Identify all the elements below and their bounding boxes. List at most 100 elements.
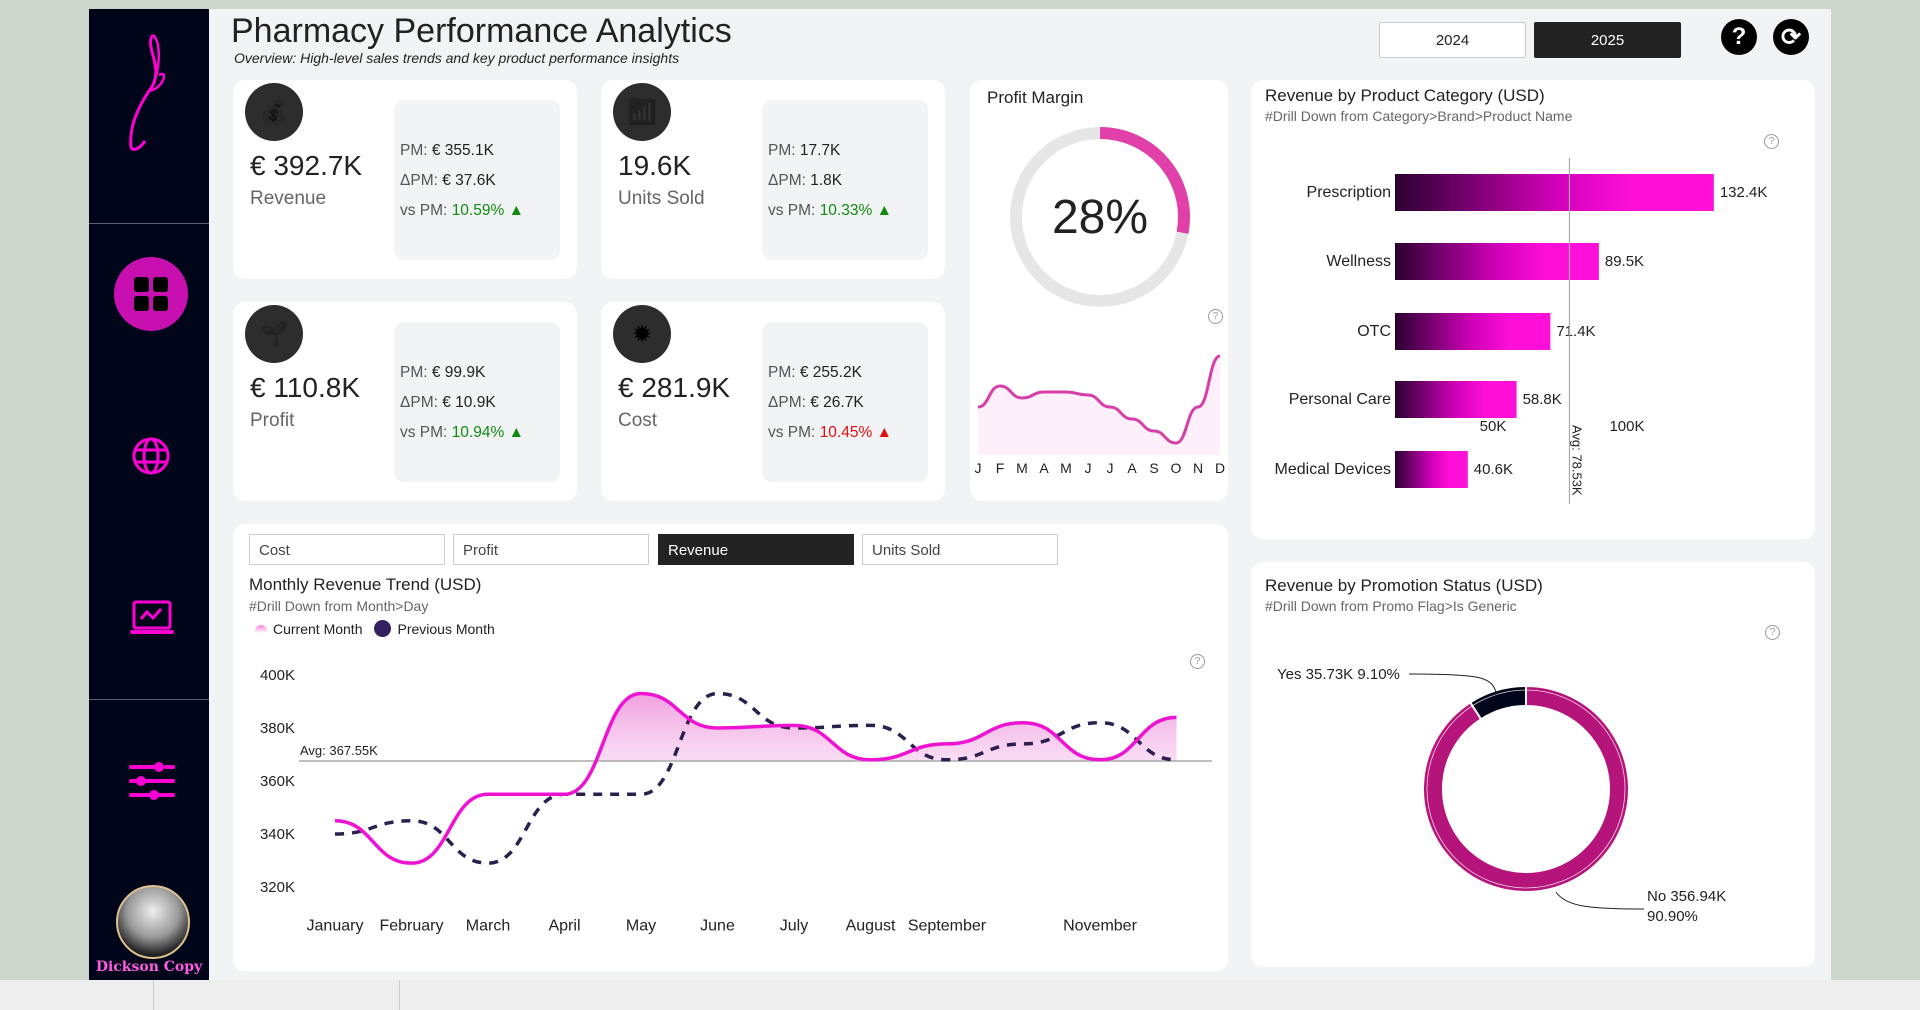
user-name: Dickson Copy	[95, 959, 203, 975]
slice-label-no: No 356.94K	[1647, 888, 1726, 905]
category-label: Wellness	[1326, 253, 1391, 270]
question-icon[interactable]: ?	[1721, 19, 1757, 55]
sparkline-line	[977, 354, 1221, 445]
current-month-line[interactable]	[334, 691, 1177, 865]
month-tick: A	[1039, 460, 1049, 476]
kpi-card-profit: 🌱 € 110.8K Profit PM: € 99.9K ΔPM: € 10.…	[233, 302, 577, 501]
month-tick: F	[996, 460, 1005, 476]
kpi-label: Units Sold	[618, 188, 705, 209]
current-month-area	[335, 693, 1177, 761]
x-tick-label: May	[626, 918, 656, 935]
sidebar-item-analytics[interactable]	[129, 599, 175, 644]
kpi-delta-pm: ΔPM: € 37.6K	[400, 172, 496, 189]
kpi-vs-pm: vs PM: 10.45% ▲	[768, 424, 892, 441]
category-label: Prescription	[1307, 184, 1391, 201]
year-2025-button[interactable]: 2025	[1534, 22, 1681, 58]
x-tick-label: September	[908, 918, 987, 935]
monitor-chart-icon	[130, 600, 174, 634]
y-tick-label: 400K	[260, 667, 295, 684]
sidebar-item-filters[interactable]	[129, 761, 175, 806]
avatar[interactable]	[116, 885, 190, 959]
bar[interactable]	[1395, 451, 1468, 488]
leader-line	[1408, 673, 1497, 693]
monthly-trend-chart: 400K 380K 360K 340K 320K January February March…	[260, 667, 1212, 935]
tab-revenue[interactable]: Revenue	[658, 534, 854, 565]
kpi-vs-pm: vs PM: 10.33% ▲	[768, 202, 892, 219]
money-plant-icon: 🌱	[245, 305, 303, 363]
month-tick: S	[1149, 460, 1158, 476]
x-tick-label: July	[780, 918, 808, 935]
tab-units-sold[interactable]: Units Sold	[862, 534, 1058, 565]
help-icon[interactable]: ?	[1765, 625, 1780, 640]
kpi-value: € 110.8K	[250, 372, 361, 403]
x-tick-label: August	[846, 918, 896, 935]
help-icon[interactable]: ?	[1208, 309, 1223, 324]
bar[interactable]	[1395, 243, 1599, 280]
month-tick: N	[1193, 460, 1203, 476]
month-tick: J	[975, 460, 982, 476]
donut-slice-yes[interactable]	[1468, 684, 1527, 721]
leader-line	[1555, 891, 1645, 910]
slice-label-no-percent: 90.90%	[1647, 908, 1698, 925]
kpi-value: 19.6K	[618, 150, 692, 181]
kpi-value: € 281.9K	[618, 372, 731, 403]
globe-icon	[132, 437, 170, 475]
gauge-fill	[1099, 127, 1190, 234]
y-tick-label: 380K	[260, 720, 295, 737]
kpi-delta-pm: ΔPM: € 26.7K	[768, 394, 864, 411]
chart-title: Monthly Revenue Trend (USD)	[249, 575, 482, 594]
donut-slice-no[interactable]	[1422, 684, 1630, 893]
legend-previous[interactable]: Previous Month	[397, 620, 495, 637]
bar[interactable]	[1395, 381, 1517, 418]
kpi-vs-pm: vs PM: 10.94% ▲	[400, 424, 524, 441]
chart-subtitle: #Drill Down from Month>Day	[249, 598, 429, 614]
kpi-pm: PM: € 255.2K	[768, 364, 862, 381]
x-tick-label: March	[466, 918, 510, 935]
month-tick: A	[1127, 460, 1137, 476]
bar[interactable]	[1395, 313, 1551, 350]
help-icon[interactable]: ?	[1190, 654, 1205, 669]
legend-previous-swatch	[374, 620, 392, 637]
kpi-vs-pm: vs PM: 10.59% ▲	[400, 202, 524, 219]
kpi-value: € 392.7K	[250, 150, 363, 181]
month-tick: M	[1060, 460, 1072, 476]
slice-label-yes: Yes 35.73K 9.10%	[1277, 666, 1400, 683]
y-tick-label: 320K	[260, 879, 295, 896]
kpi-pm: PM: € 355.1K	[400, 142, 494, 159]
bar-chart-icon: 📶	[613, 83, 671, 141]
x-tick-label: 50K	[1480, 418, 1507, 435]
sliders-icon	[129, 762, 175, 800]
kpi-delta-pm: ΔPM: € 10.9K	[400, 394, 496, 411]
kpi-card-cost: ✹ € 281.9K Cost PM: € 255.2K ΔPM: € 26.7…	[601, 302, 945, 501]
category-label: Personal Care	[1289, 391, 1391, 408]
sparkline-area	[978, 356, 1220, 455]
kpi-card-revenue: 💰 € 392.7K Revenue PM: € 355.1K ΔPM: € 3…	[233, 80, 577, 279]
x-tick-label: November	[1063, 918, 1137, 935]
grid-icon	[134, 277, 168, 311]
logo	[129, 34, 166, 151]
kpi-delta-pm: ΔPM: 1.8K	[768, 172, 843, 189]
previous-month-line[interactable]	[334, 691, 1177, 865]
promotion-revenue-card: Revenue by Promotion Status (USD) #Drill…	[1251, 562, 1815, 967]
kpi-pm: PM: 17.7K	[768, 142, 841, 159]
bar[interactable]	[1395, 174, 1714, 211]
divider	[153, 980, 154, 1010]
sidebar-item-geography[interactable]	[131, 436, 171, 481]
page-subtitle: Overview: High-level sales trends and ke…	[234, 50, 680, 66]
x-tick-label: February	[379, 918, 443, 935]
sidebar-item-overview[interactable]	[114, 257, 188, 331]
tab-profit[interactable]: Profit	[453, 534, 649, 565]
category-label: OTC	[1357, 323, 1391, 340]
help-icon[interactable]: ?	[1764, 134, 1779, 149]
year-2024-button[interactable]: 2024	[1379, 22, 1526, 58]
bar-value-label: 89.5K	[1605, 253, 1644, 270]
kpi-comparison-panel: PM: € 99.9K ΔPM: € 10.9K vs PM: 10.94% ▲	[394, 322, 560, 482]
tab-cost[interactable]: Cost	[249, 534, 445, 565]
month-tick: O	[1171, 460, 1182, 476]
legend-current[interactable]: Current Month	[273, 620, 363, 637]
x-tick-label: April	[548, 918, 580, 935]
category-revenue-card: Revenue by Product Category (USD) #Drill…	[1251, 80, 1815, 539]
chart-subtitle: #Drill Down from Promo Flag>Is Generic	[1265, 598, 1517, 614]
refresh-icon[interactable]: ⟳	[1773, 19, 1809, 55]
